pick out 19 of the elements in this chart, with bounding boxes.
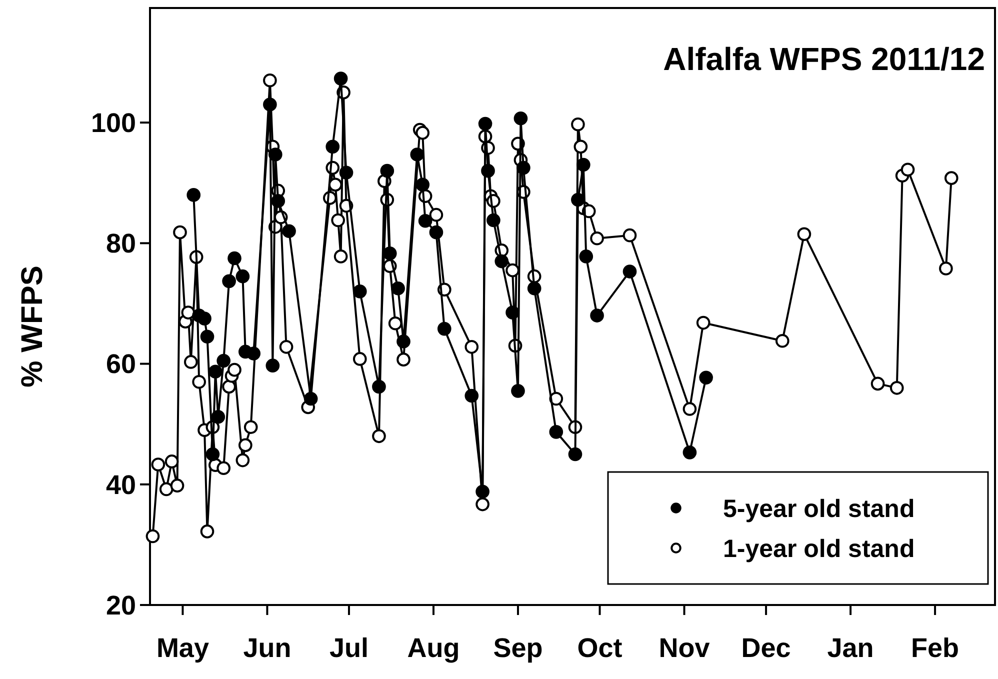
x-tick-label: Sep <box>493 633 543 663</box>
y-tick-label: 40 <box>106 470 136 500</box>
y-axis-title: % WFPS <box>16 266 49 388</box>
legend-label: 5-year old stand <box>723 494 915 523</box>
legend-label: 1-year old stand <box>723 534 915 563</box>
y-tick-label: 80 <box>106 228 136 259</box>
x-tick-label: Jul <box>329 633 368 663</box>
y-tick-label: 60 <box>106 349 136 380</box>
x-tick-label: Jun <box>243 633 292 663</box>
y-tick-label: 100 <box>90 108 136 138</box>
text: Alfalfa WFPS 2011/12 <box>663 41 985 77</box>
y-tick-label: 20 <box>106 590 136 620</box>
x-tick-label: Jan <box>827 633 874 663</box>
x-tick-label: Nov <box>658 633 710 663</box>
x-tick-label: Dec <box>741 633 791 663</box>
x-tick-label: Aug <box>407 633 460 663</box>
x-tick-label: Feb <box>911 633 960 663</box>
x-tick-label: Oct <box>577 633 622 663</box>
x-tick-label: May <box>156 633 209 663</box>
